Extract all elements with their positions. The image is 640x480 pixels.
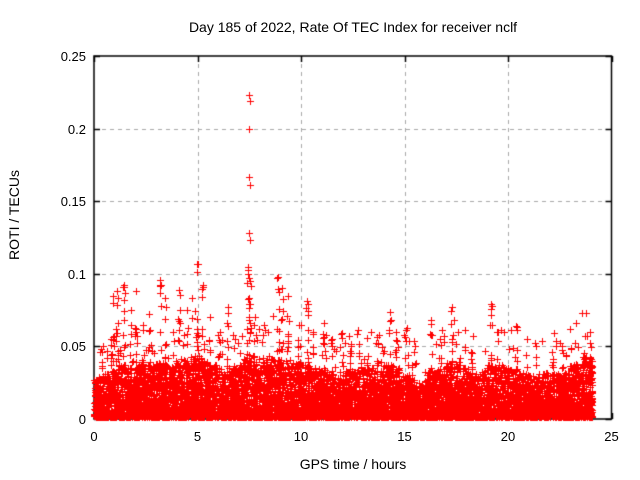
chart-title: Day 185 of 2022, Rate Of TEC Index for r…: [188, 19, 518, 35]
y-tick-label: 0.25: [60, 49, 86, 64]
x-tick-label: 15: [397, 429, 412, 444]
x-axis-label: GPS time / hours: [299, 456, 407, 472]
x-tick-label: 0: [90, 429, 98, 444]
x-tick-label: 20: [500, 429, 516, 444]
y-tick-label: 0.1: [67, 266, 86, 282]
y-tick-label: 0.05: [60, 339, 86, 355]
y-axis-label: ROTI / TECUs: [6, 170, 22, 260]
x-tick-label: 10: [293, 429, 309, 444]
x-tick-label: 25: [604, 429, 619, 444]
y-tick-label: 0.2: [67, 121, 86, 137]
y-tick-label: 0.15: [60, 194, 86, 210]
y-tick-label: 0: [78, 412, 86, 427]
x-tick-label: 5: [193, 429, 202, 444]
